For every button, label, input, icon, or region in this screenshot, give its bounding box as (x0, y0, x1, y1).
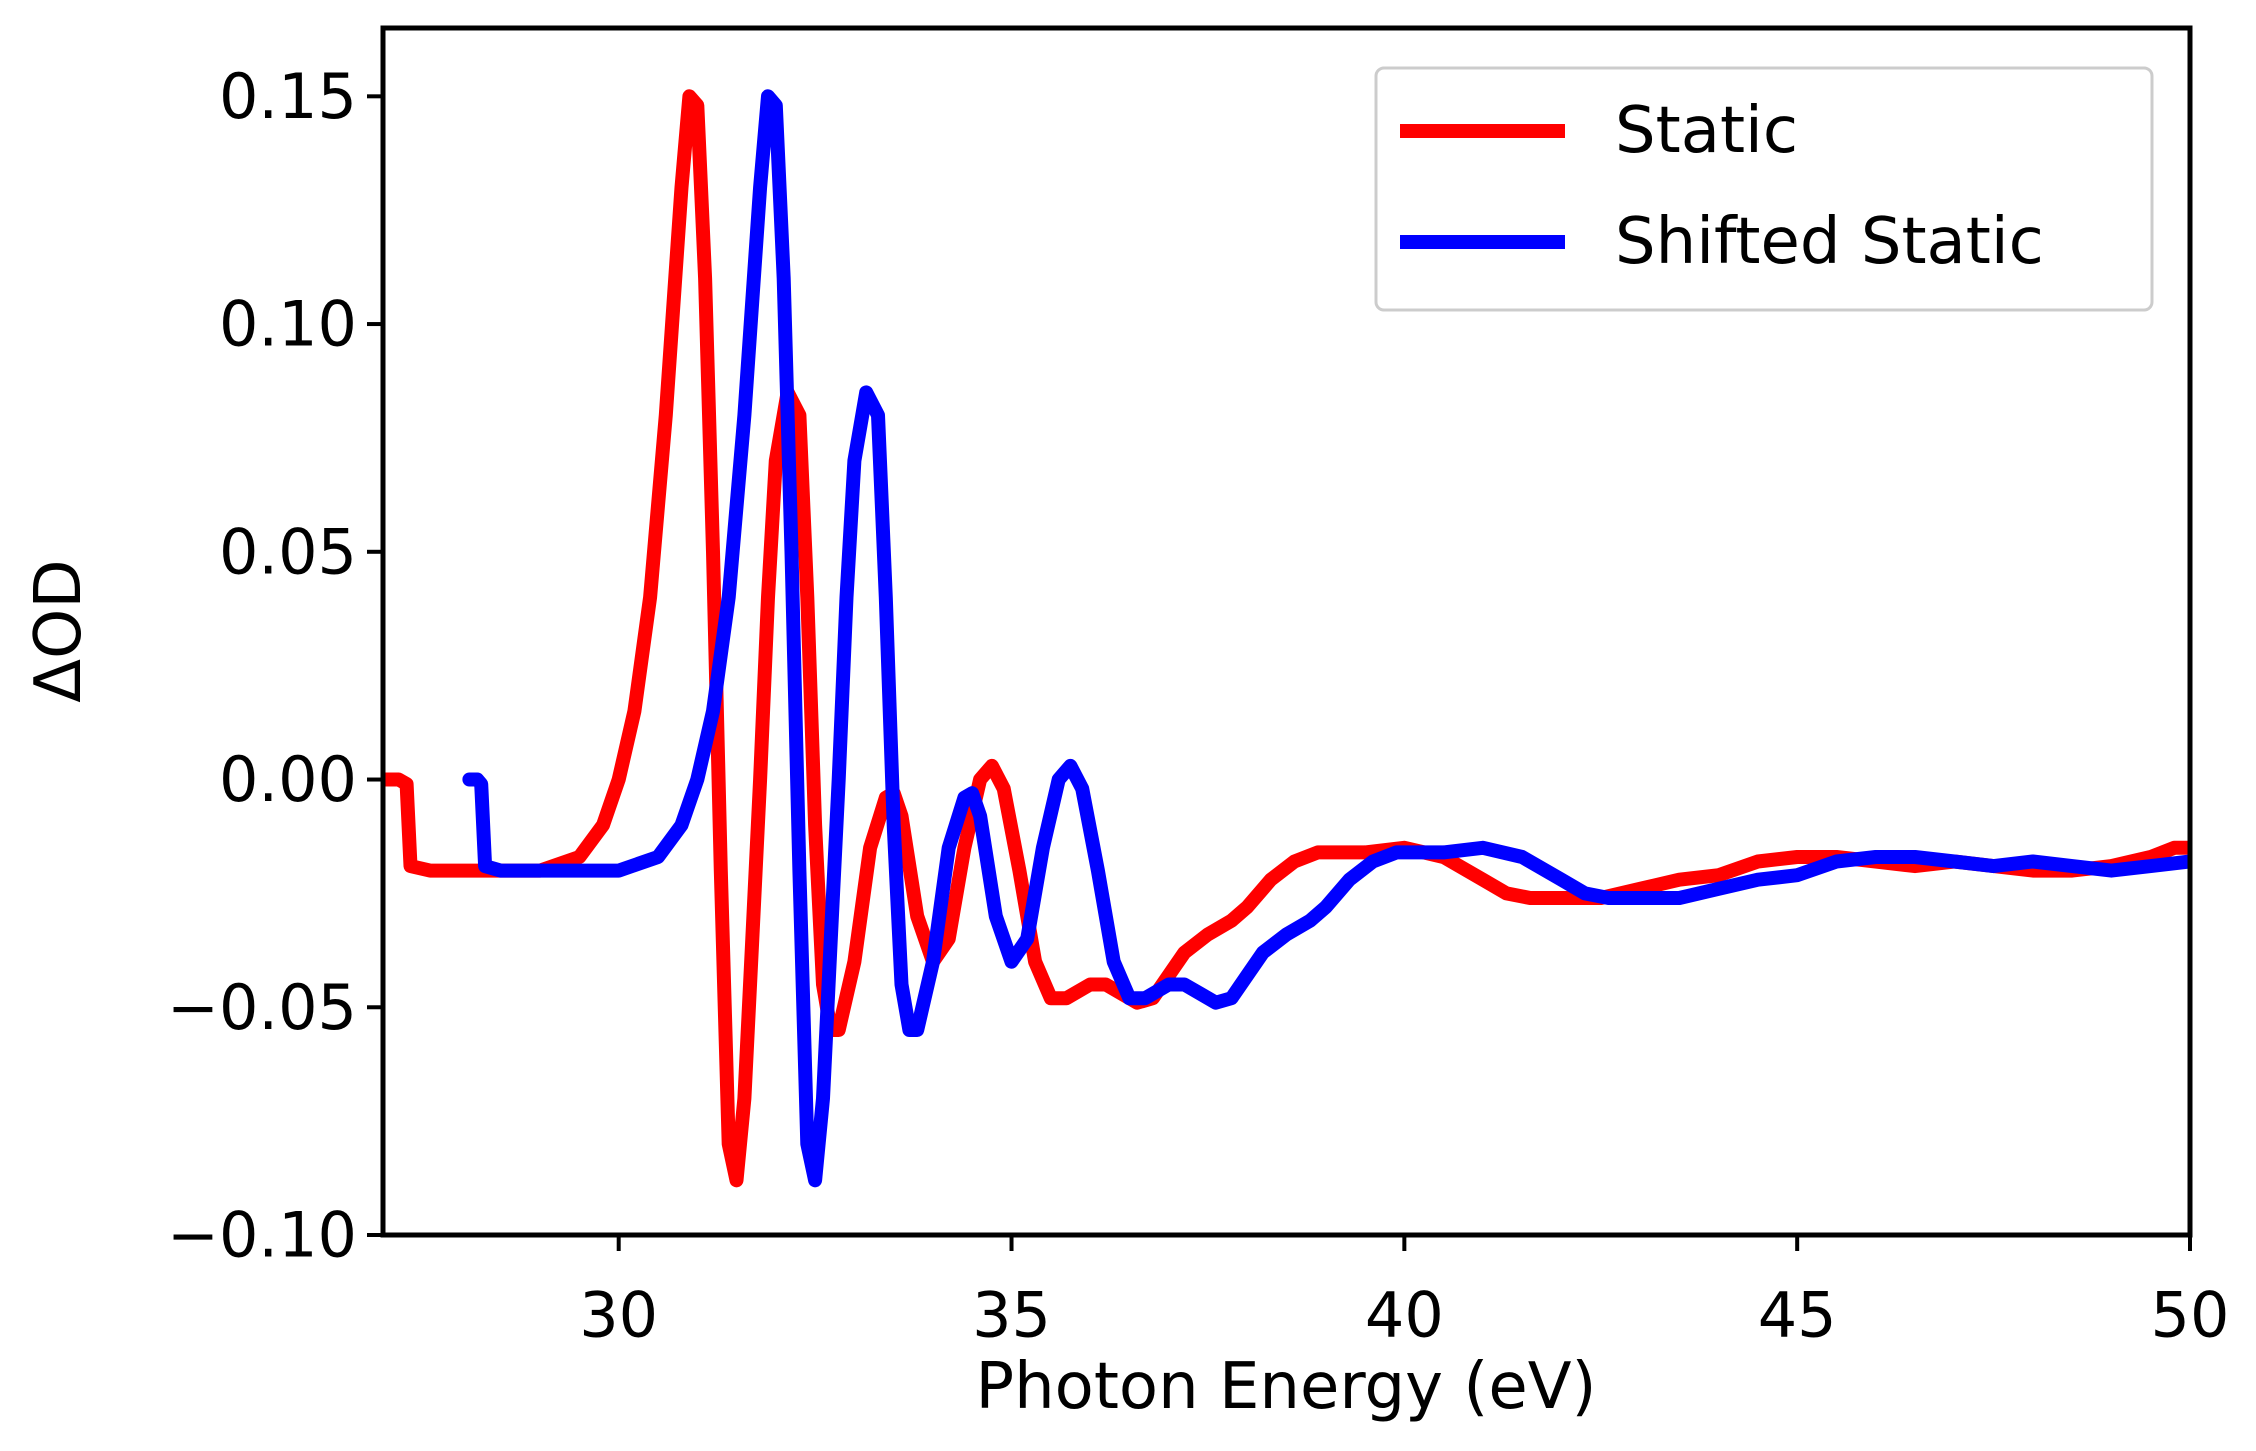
y-axis-ticks: −0.10 −0.05 0.00 0.05 0.10 0.15 (167, 60, 383, 1272)
y-tick-label: 0.15 (219, 60, 357, 133)
x-tick-label: 35 (972, 1279, 1051, 1352)
y-tick-label: 0.10 (219, 288, 357, 361)
series-line-shifted-static (462, 89, 2190, 1188)
x-tick-label: 40 (1365, 1279, 1444, 1352)
series-layer (383, 89, 2190, 1188)
y-tick-label: 0.00 (219, 743, 357, 816)
legend-label-static: Static (1615, 94, 1798, 168)
series-line-static (383, 89, 2190, 1188)
x-tick-label: 50 (2151, 1279, 2230, 1352)
x-axis-label: Photon Energy (eV) (976, 1350, 1597, 1424)
x-axis-ticks: 30 35 40 45 50 (579, 1235, 2229, 1352)
y-tick-label: −0.10 (167, 1199, 357, 1272)
legend-box (1374, 66, 2154, 312)
y-tick-label: −0.05 (167, 971, 357, 1044)
y-axis-label: ΔOD (22, 559, 96, 702)
legend-label-shifted-static: Shifted Static (1615, 205, 2044, 279)
legend: Static Shifted Static (1374, 66, 2154, 312)
x-tick-label: 45 (1758, 1279, 1837, 1352)
x-tick-label: 30 (579, 1279, 658, 1352)
y-tick-label: 0.05 (219, 515, 357, 588)
plot-frame (380, 25, 2193, 1238)
